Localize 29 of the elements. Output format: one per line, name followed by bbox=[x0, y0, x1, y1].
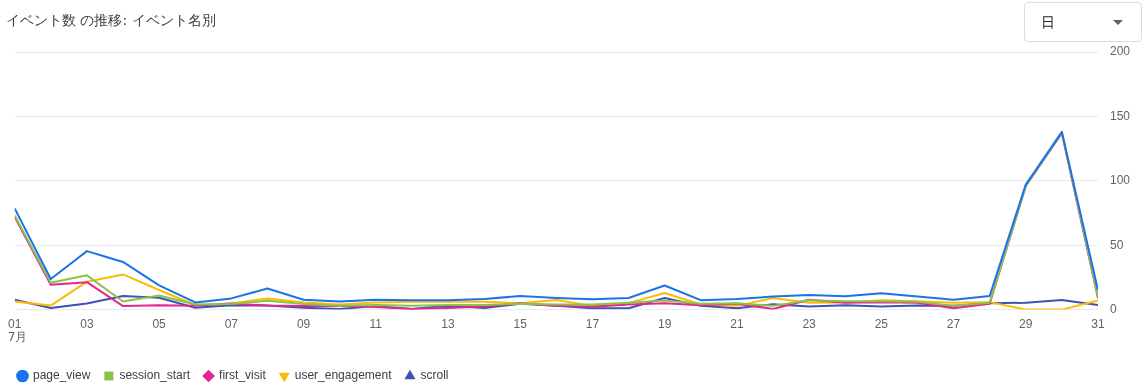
x-tick-label: 11 bbox=[369, 317, 383, 332]
text: 7月 bbox=[7, 329, 28, 344]
x-tick-label: 21 bbox=[730, 317, 744, 332]
x-tick-label: 03 bbox=[80, 317, 94, 332]
x-tick-label: 01 bbox=[7, 317, 22, 332]
x-tick-label: 07 bbox=[224, 317, 239, 332]
chart-title: イベント数 の推移: イベント名別 bbox=[6, 12, 216, 30]
legend-label: scroll bbox=[420, 368, 449, 383]
x-tick-label: 13 bbox=[441, 317, 455, 332]
legend-label: session_start bbox=[119, 368, 191, 383]
x-tick-label: 31 bbox=[1091, 317, 1105, 332]
x-tick-label: 09 bbox=[296, 317, 311, 332]
legend-label: user_engagement bbox=[294, 368, 393, 383]
x-tick-label: 29 bbox=[1019, 317, 1033, 332]
y-tick-label: 100 bbox=[1109, 173, 1131, 188]
x-tick-label: 17 bbox=[585, 317, 600, 332]
y-tick-label: 200 bbox=[1109, 44, 1131, 59]
legend-label: page_view bbox=[33, 368, 91, 383]
x-tick-label: 27 bbox=[946, 317, 961, 332]
legend-label: first_visit bbox=[219, 368, 267, 383]
y-tick-label: 50 bbox=[1109, 237, 1124, 252]
x-tick-label: 19 bbox=[657, 317, 672, 332]
x-tick-label: 05 bbox=[152, 317, 167, 332]
dropdown: 日 bbox=[1024, 2, 1142, 42]
y-tick-label: 0 bbox=[1109, 301, 1117, 316]
x-tick-label: 25 bbox=[874, 317, 889, 332]
x-tick-label: 23 bbox=[802, 317, 817, 332]
x-tick-label: 15 bbox=[513, 317, 528, 332]
y-tick-label: 150 bbox=[1109, 108, 1131, 123]
